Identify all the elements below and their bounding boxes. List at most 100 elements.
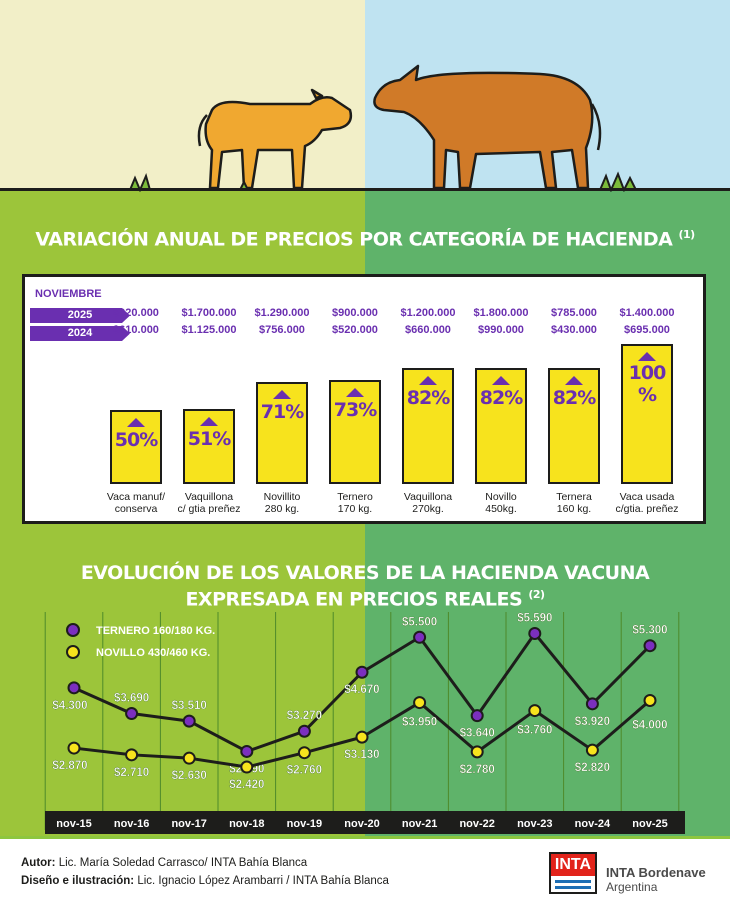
variation-percent: 73% xyxy=(333,398,377,421)
data-point xyxy=(297,746,311,760)
data-label: $3.130 xyxy=(344,749,379,761)
data-point xyxy=(643,693,657,707)
bar-chart-title-note: (1) xyxy=(678,228,695,241)
variation-bar: 73% xyxy=(329,379,381,484)
inta-logo: INTA xyxy=(549,852,597,894)
increase-arrow-icon xyxy=(565,375,583,385)
org-name: INTA Bordenave xyxy=(606,865,706,880)
data-point xyxy=(585,743,599,757)
data-label: $5.300 xyxy=(632,625,667,637)
data-point xyxy=(297,724,311,738)
increase-arrow-icon xyxy=(419,375,437,385)
logo-stripe-2 xyxy=(555,886,591,889)
variation-bar: 82% xyxy=(548,367,600,484)
category-label-line1: Novillo xyxy=(485,491,517,503)
data-label: $3.690 xyxy=(114,693,149,705)
data-label: $4.000 xyxy=(632,719,667,731)
data-point xyxy=(413,696,427,710)
data-point xyxy=(528,626,542,640)
footer-divider xyxy=(0,836,730,839)
data-label: $2.820 xyxy=(575,762,610,774)
data-point xyxy=(643,639,657,653)
data-label: $5.590 xyxy=(517,612,552,624)
variation-percent: 82% xyxy=(552,386,596,409)
line-chart-title-note: (2) xyxy=(528,588,545,601)
x-tick-label: nov-20 xyxy=(344,818,379,830)
data-label: $3.270 xyxy=(287,710,322,722)
legend-marker xyxy=(66,623,80,637)
footer xyxy=(0,836,730,913)
x-tick-label: nov-15 xyxy=(56,818,91,830)
credit-design: Diseño e ilustración: Lic. Ignacio López… xyxy=(21,875,389,887)
category-label-line1: Vaquillona xyxy=(403,491,453,503)
data-label: $4.670 xyxy=(344,684,379,696)
variation-percent-value: 100 xyxy=(628,362,667,384)
x-tick-label: nov-21 xyxy=(402,818,437,830)
small-cow-icon xyxy=(197,88,353,190)
data-label: $2.780 xyxy=(460,764,495,776)
data-label: $3.510 xyxy=(172,700,207,712)
horizon-line xyxy=(0,188,730,191)
price-2025: $1.290.000 xyxy=(254,307,310,319)
category-label-line2: 270kg. xyxy=(412,503,444,515)
increase-arrow-icon xyxy=(273,390,291,400)
credit-author: Autor: Lic. María Soledad Carrasco/ INTA… xyxy=(21,857,307,869)
category-label-line2: 160 kg. xyxy=(556,503,592,515)
category-label-line2: conserva xyxy=(114,503,158,515)
variation-percent-sign: % xyxy=(637,384,657,406)
x-tick-label: nov-22 xyxy=(459,818,494,830)
category-label: Novillito 280 kg. xyxy=(239,491,325,515)
increase-arrow-icon xyxy=(200,416,218,426)
legend-label: TERNERO 160/180 KG. xyxy=(96,625,215,637)
data-point xyxy=(355,730,369,744)
data-label: $3.950 xyxy=(402,717,437,729)
category-label-line1: Ternero xyxy=(337,491,373,503)
x-tick-label: nov-19 xyxy=(287,818,322,830)
data-label: $2.630 xyxy=(172,770,207,782)
category-label: Vaquillona c/ gtia preñez xyxy=(166,491,252,515)
variation-bar: 82% xyxy=(402,367,454,484)
category-label: Vaca usada c/gtia. preñez xyxy=(604,491,690,515)
data-point xyxy=(67,681,81,695)
data-point xyxy=(355,665,369,679)
data-point xyxy=(470,745,484,759)
price-2025: $1.400.000 xyxy=(619,307,675,319)
data-point xyxy=(240,744,254,758)
x-tick-label: nov-16 xyxy=(114,818,149,830)
price-2025: $1.200.000 xyxy=(400,307,456,319)
category-label: Ternera 160 kg. xyxy=(531,491,617,515)
category-label-line2: 450kg. xyxy=(485,503,517,515)
data-label: $2.420 xyxy=(229,779,264,791)
category-label-line1: Vaca manuf/ xyxy=(106,491,166,503)
cows-illustration xyxy=(128,64,638,192)
price-2024: $990.000 xyxy=(478,324,524,336)
org-country: Argentina xyxy=(606,880,658,894)
category-label-line1: Novillito xyxy=(263,491,301,503)
increase-arrow-icon xyxy=(346,387,364,397)
logo-stripe-1 xyxy=(555,880,591,883)
price-2025: $1.800.000 xyxy=(473,307,529,319)
credit-author-name: Lic. María Soledad Carrasco/ INTA Bahía … xyxy=(58,857,308,869)
data-point xyxy=(585,697,599,711)
line-chart-title: EVOLUCIÓN DE LOS VALORES DE LA HACIENDA … xyxy=(0,562,730,610)
data-label: $2.870 xyxy=(52,760,87,772)
data-point xyxy=(125,748,139,762)
price-2024: $1.125.000 xyxy=(181,324,237,336)
increase-arrow-icon xyxy=(492,375,510,385)
price-2024: $660.000 xyxy=(405,324,451,336)
variation-bar: 82% xyxy=(475,367,527,484)
variation-bar: 51% xyxy=(183,408,235,484)
data-point xyxy=(182,751,196,765)
data-point xyxy=(125,707,139,721)
data-point xyxy=(182,714,196,728)
legend-2025: 2025 xyxy=(30,308,130,323)
credit-author-label: Autor: xyxy=(21,857,56,869)
variation-percent: 100% xyxy=(623,362,671,406)
category-label: Novillo 450kg. xyxy=(458,491,544,515)
legend-month: NOVIEMBRE xyxy=(35,288,102,300)
price-2024: $610.000 xyxy=(113,324,159,336)
variation-percent: 71% xyxy=(260,401,304,424)
line-chart-title-line2: EXPRESADA EN PRECIOS REALES xyxy=(185,588,523,611)
